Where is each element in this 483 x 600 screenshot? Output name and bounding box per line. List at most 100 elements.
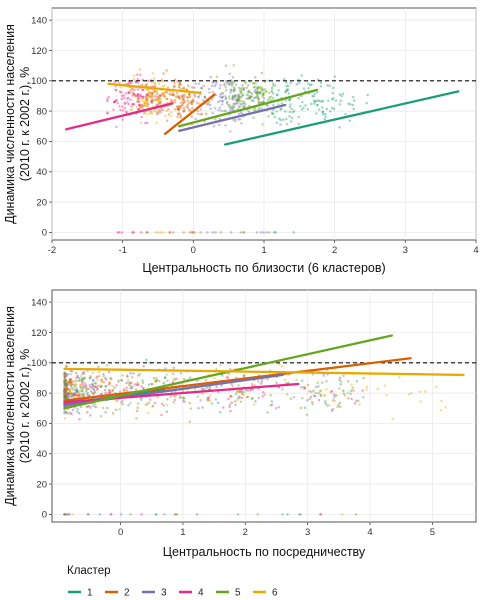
data-point [173,78,177,81]
data-point [82,372,86,375]
data-point [81,377,84,380]
data-point [250,382,254,386]
data-point [241,105,245,108]
data-point [259,231,263,234]
data-point [252,99,255,103]
data-point [100,380,104,383]
data-point [197,406,200,410]
data-point [241,392,244,396]
data-point [202,98,205,102]
data-point [63,410,66,413]
data-point [151,98,154,101]
data-point [150,99,154,102]
data-point [236,513,240,516]
data-point [175,377,178,381]
data-point [219,364,222,367]
data-point [64,384,67,388]
data-point [330,409,334,412]
data-point [223,84,226,87]
data-point [177,85,180,88]
data-point [342,374,345,377]
data-point [269,404,272,407]
data-point [103,388,107,392]
data-point [312,389,315,392]
data-point [316,381,319,385]
data-point [92,391,96,395]
data-point [63,389,66,393]
data-point [196,96,200,99]
data-point [89,374,92,378]
data-point [151,404,155,408]
data-point [155,89,159,92]
data-point [65,379,68,383]
data-point [187,96,190,99]
data-point [163,94,166,98]
data-point [98,513,101,516]
data-point [144,94,148,98]
data-point [314,99,318,103]
data-point [163,95,166,98]
data-point [265,90,268,93]
data-point [233,86,236,90]
data-point [247,110,251,113]
data-point [275,121,279,125]
data-point [332,107,336,111]
data-point [233,95,237,98]
data-point [91,385,94,389]
data-point [138,104,142,107]
data-point [270,90,273,93]
data-point [196,109,200,113]
data-point [310,83,313,87]
data-point [313,100,317,103]
data-point [232,90,236,93]
data-point [138,73,142,77]
data-point [348,119,352,123]
data-point [72,393,75,397]
data-point [277,405,281,409]
data-point [150,93,154,96]
data-point [79,383,82,387]
data-point [64,388,68,392]
data-point [165,119,169,123]
data-point [212,125,216,128]
data-point [200,112,204,116]
data-point [196,112,200,116]
data-point [81,389,84,393]
data-point [121,105,124,108]
data-point [145,231,148,234]
data-point [119,513,123,516]
data-point [80,389,84,393]
data-point [175,105,179,108]
data-point [290,116,294,120]
data-point [127,91,131,95]
data-point [165,373,168,377]
data-point [63,393,67,397]
data-point [234,98,238,102]
data-point [65,365,68,369]
data-point [64,396,68,399]
data-point [230,80,234,84]
data-point [290,107,294,111]
data-point [252,116,255,119]
data-point [171,93,174,97]
data-point [199,231,202,234]
data-point [67,513,71,516]
data-point [64,382,68,386]
data-point [152,95,155,99]
data-point [248,97,251,100]
data-point [250,99,254,102]
data-point [238,102,242,105]
data-point [253,76,257,79]
data-point [149,94,152,97]
data-point [64,394,68,397]
data-point [132,103,136,106]
data-point [173,100,177,104]
data-point [136,402,140,405]
data-point [76,393,79,396]
data-point [91,371,94,374]
data-point [120,378,123,382]
data-point [133,94,137,98]
data-point [73,379,76,383]
data-point [319,394,323,398]
data-point [64,379,67,382]
